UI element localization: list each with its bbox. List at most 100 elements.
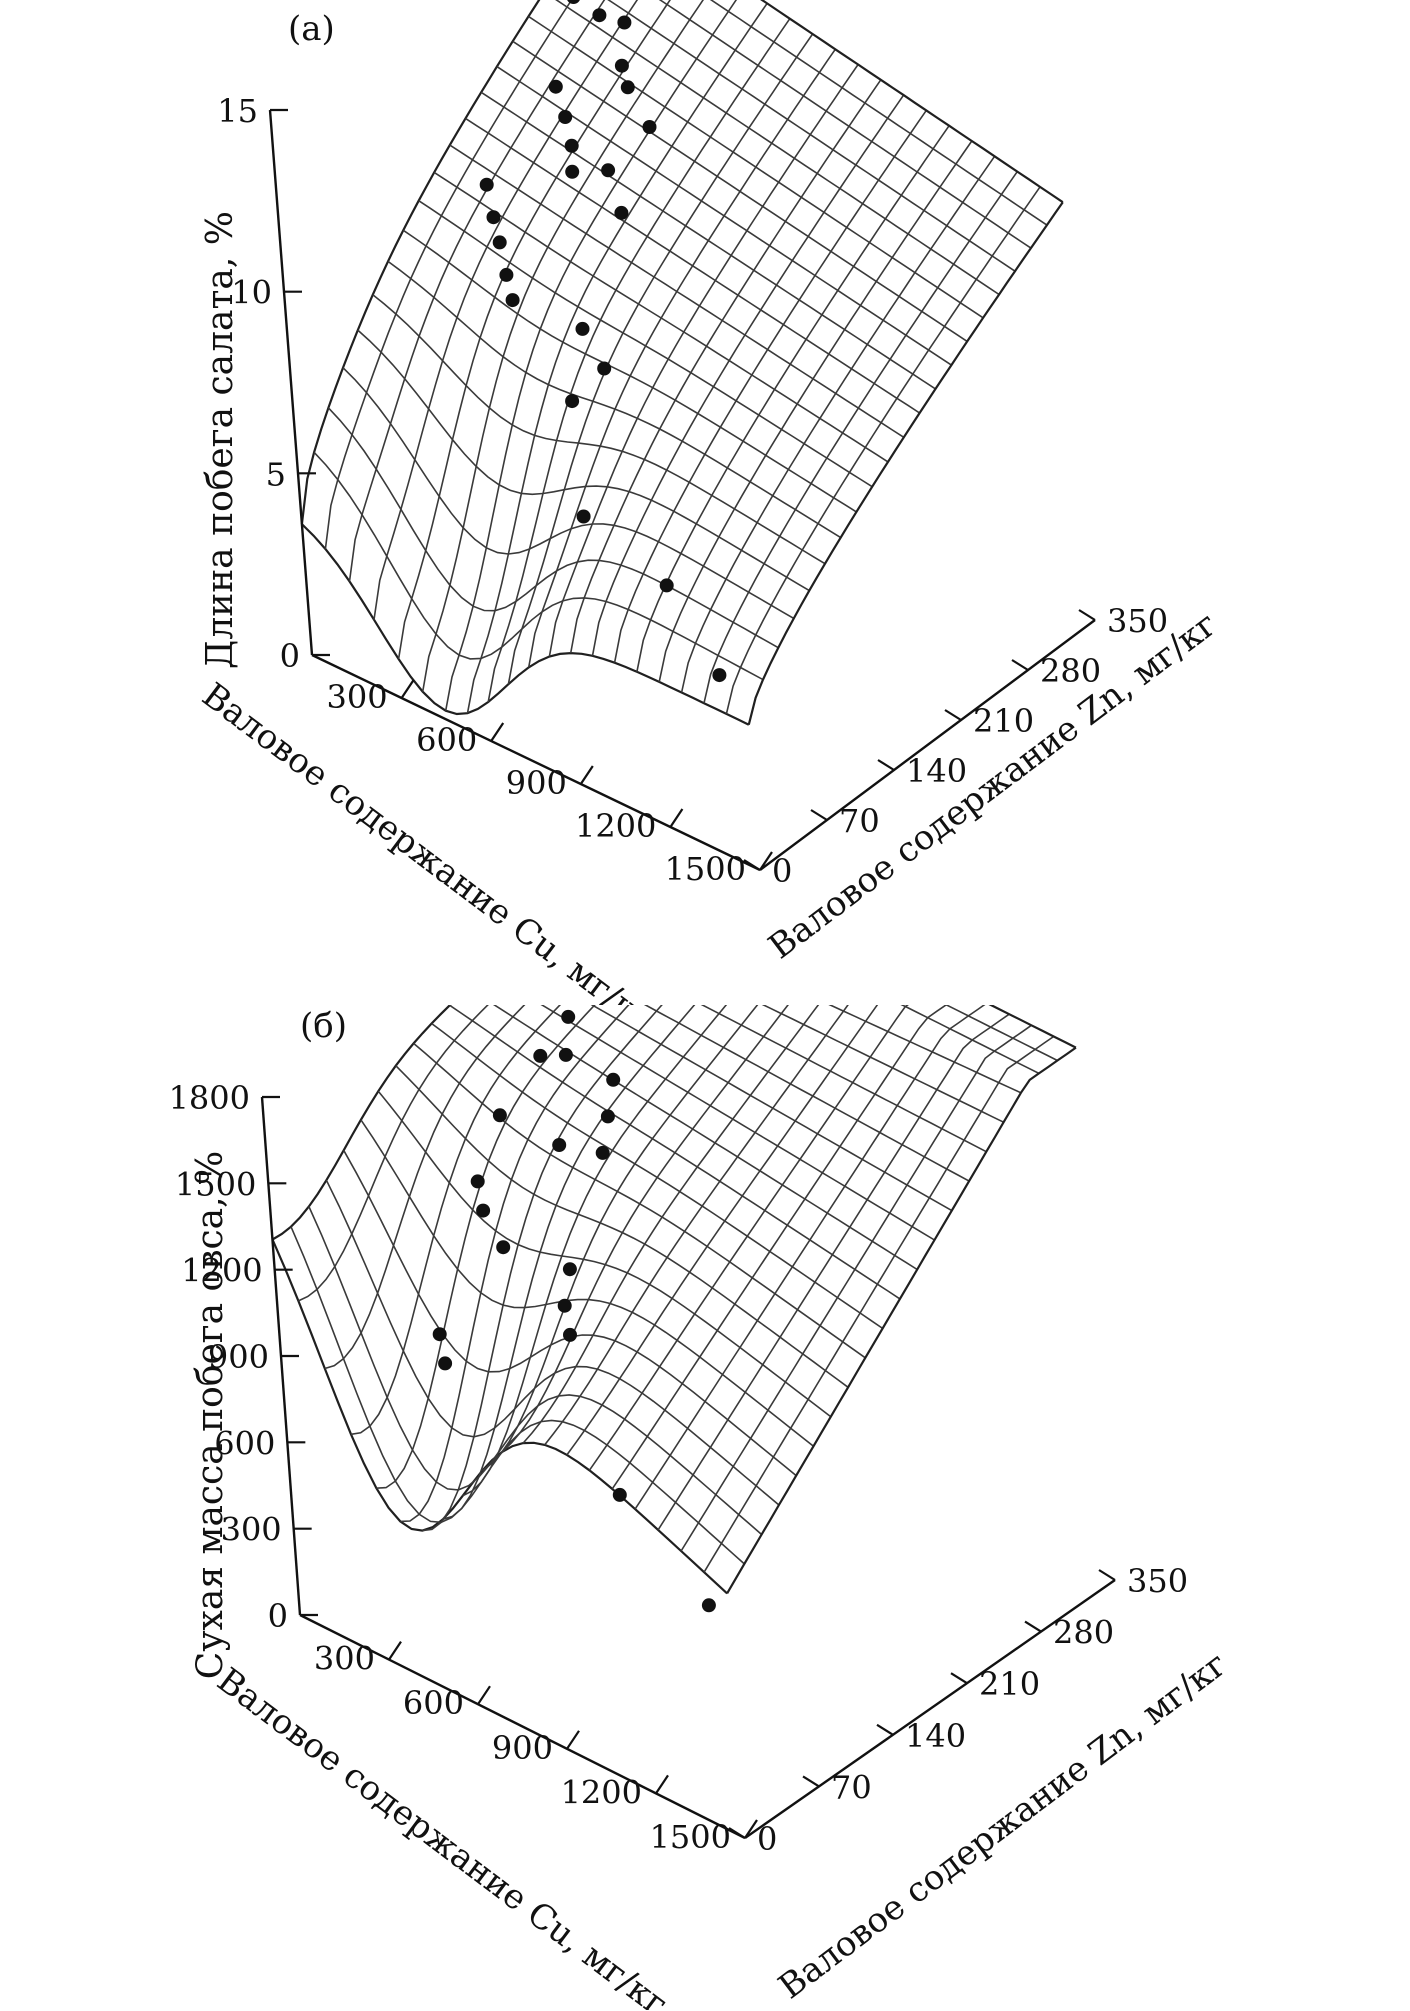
mesh-line-zn [325, 1179, 780, 1506]
data-point [600, 1109, 615, 1124]
x-tick [759, 851, 773, 871]
mesh-line-zn [643, 1005, 970, 1182]
mesh-line-zn [395, 1065, 849, 1388]
y-tick-label: 210 [979, 1665, 1040, 1703]
data-point [492, 235, 507, 250]
z-tick-label: 900 [208, 1338, 269, 1376]
mesh-line-cu [348, 0, 606, 582]
mesh-line-cu [548, 64, 859, 657]
mesh-line-zn [449, 1005, 901, 1300]
mesh-line-cu [422, 1005, 663, 1532]
data-point [479, 177, 494, 192]
mesh-line-cu [324, 0, 573, 550]
y-tick [743, 859, 761, 871]
mesh-line-cu [421, 0, 704, 692]
mesh-line-cu [462, 1005, 728, 1497]
mesh-line-cu [544, 1005, 849, 1446]
mesh-line-zn [828, 1005, 1022, 1094]
x-tick-label: 1200 [575, 807, 656, 845]
z-tick-label: 1500 [175, 1165, 256, 1203]
data-point [476, 1203, 491, 1218]
y-tick [876, 1723, 894, 1736]
y-tick-label: 350 [1127, 1562, 1188, 1600]
data-point [557, 1298, 572, 1313]
x-tick-label: 600 [403, 1684, 464, 1722]
y-tick [802, 1775, 820, 1788]
data-point [563, 1327, 577, 1342]
x-tick-label: 300 [327, 678, 388, 716]
mesh-line-cu [522, 1005, 820, 1444]
mesh-line-cu [703, 1035, 1055, 1573]
mesh-line-zn [492, 1005, 918, 1271]
data-point [606, 1072, 621, 1087]
mesh-line-zn [512, 40, 968, 343]
data-point [470, 1174, 485, 1189]
mesh-line-cu [680, 1024, 1032, 1552]
data-point [614, 58, 629, 73]
x-axis-line [311, 653, 761, 872]
mesh-line-zn [607, 0, 1016, 272]
surface-mesh [300, 0, 1064, 726]
panel-b: 0 300 600 900 1200 1500 1800 300 600 900 1200 1500 0… [0, 1005, 1410, 2010]
mesh-line-zn [658, 0, 1032, 249]
y-tick-label: 70 [831, 1768, 872, 1806]
z-axis-title: Длина побега салата, % [200, 211, 241, 669]
x-axis-line [299, 1613, 746, 1840]
axes [260, 1095, 1116, 1840]
x-tick [579, 765, 594, 785]
mesh-line-cu [613, 109, 927, 663]
z-tick-label: 1200 [181, 1252, 262, 1290]
mesh-line-zn [308, 1206, 763, 1536]
data-point [505, 293, 520, 308]
z-axis-line [268, 109, 314, 656]
y-tick-label: 0 [757, 1820, 777, 1858]
data-point [592, 8, 607, 23]
mesh-line-cu [658, 140, 973, 683]
z-tick-label: 0 [268, 1597, 288, 1635]
y-tick [1078, 609, 1096, 621]
data-point [642, 120, 657, 134]
mesh-line-cu [747, 201, 1064, 725]
mesh-line-cu [726, 1046, 1077, 1594]
mesh-line-zn [496, 65, 952, 366]
z-tick-label: 5 [266, 455, 286, 493]
x-tick-label: 1500 [665, 850, 746, 888]
x-tick [490, 722, 505, 742]
z-tick-label: 600 [214, 1424, 275, 1462]
x-tick-label: 900 [492, 1729, 553, 1767]
data-point [597, 361, 612, 376]
mesh-line-zn [271, 1239, 728, 1595]
surface-mesh [271, 1005, 1077, 1595]
x-tick-label: 600 [416, 721, 477, 759]
data-point [614, 205, 629, 220]
data-point [496, 1240, 511, 1255]
y-tick-label: 0 [772, 852, 792, 890]
data-points [479, 0, 727, 683]
mesh-line-zn [944, 1005, 1058, 1062]
data-point [565, 394, 580, 409]
mesh-line-zn [760, 0, 1064, 204]
mesh-line-zn [465, 117, 921, 414]
mesh-line-zn [528, 15, 984, 319]
x-tick [669, 808, 684, 828]
mesh-line-zn [590, 1005, 953, 1212]
mesh-line-zn [290, 1226, 745, 1565]
x-tick-label: 1200 [561, 1773, 642, 1811]
mesh-line-cu [376, 1005, 596, 1489]
y-tick [950, 1672, 968, 1685]
x-tick [655, 1774, 669, 1795]
data-point [595, 1145, 610, 1160]
data-point [612, 1487, 627, 1502]
mesh-line-cu [591, 94, 905, 656]
data-point [533, 1048, 548, 1063]
z-tick-label: 10 [231, 274, 272, 312]
data-point [712, 668, 727, 683]
data-point [432, 1327, 447, 1342]
mesh-line-zn [709, 0, 1048, 226]
mesh-line-cu [566, 1005, 879, 1456]
panel-a: 0 5 10 15 300 600 900 1200 1500 0 70 140 210 280 350 (… [0, 0, 1410, 1005]
